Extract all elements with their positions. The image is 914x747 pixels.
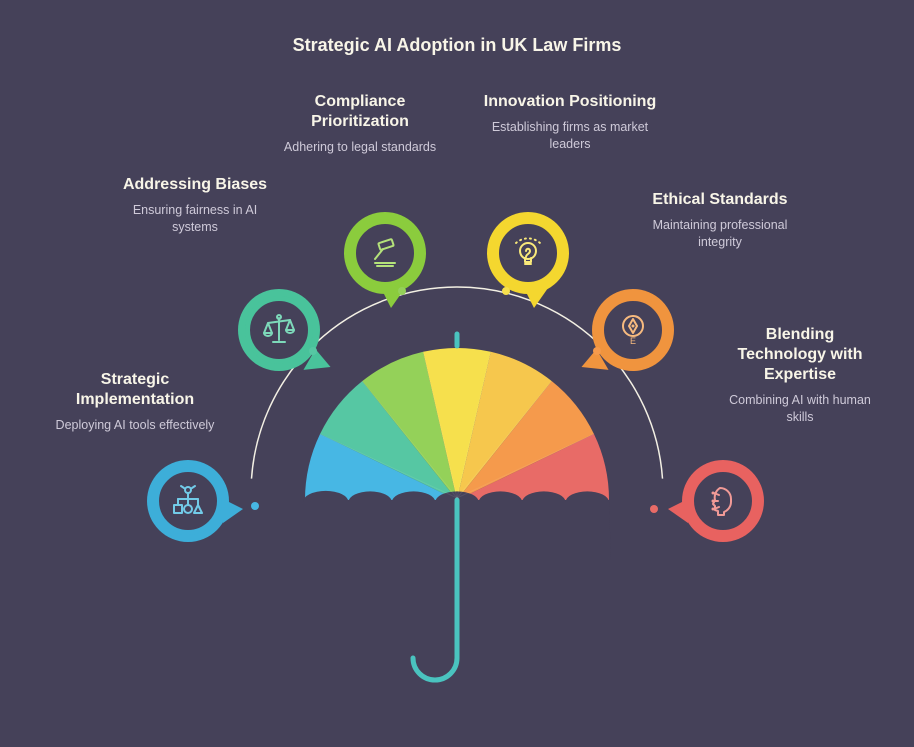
item-title: Strategic Implementation bbox=[55, 370, 215, 410]
item-ethical: Ethical Standards Maintaining professiona… bbox=[640, 190, 800, 251]
item-subtitle: Adhering to legal standards bbox=[270, 139, 450, 156]
bubble-strategic-impl bbox=[147, 460, 229, 542]
item-title: Compliance Prioritization bbox=[270, 92, 450, 132]
item-title: Blending Technology with Expertise bbox=[720, 325, 880, 385]
bubble-addressing-biases bbox=[238, 289, 320, 371]
bubble-innovation bbox=[487, 212, 569, 294]
item-title: Addressing Biases bbox=[115, 175, 275, 195]
item-addressing-biases: Addressing Biases Ensuring fairness in AI… bbox=[115, 175, 275, 236]
arc-dot bbox=[309, 347, 317, 355]
item-title: Innovation Positioning bbox=[475, 92, 665, 112]
item-strategic-impl: Strategic Implementation Deploying AI too… bbox=[55, 370, 215, 434]
arc-dot bbox=[251, 502, 259, 510]
item-subtitle: Establishing firms as market leaders bbox=[475, 119, 665, 153]
bubble-tail bbox=[223, 499, 243, 523]
bubble-tail bbox=[668, 499, 688, 523]
svg-text:E: E bbox=[630, 336, 636, 346]
item-subtitle: Combining AI with human skills bbox=[720, 392, 880, 426]
arc-dot bbox=[398, 287, 406, 295]
bubble-blending bbox=[682, 460, 764, 542]
bubble-ethical: E bbox=[592, 289, 674, 371]
arc-dot bbox=[593, 347, 601, 355]
bubble-compliance bbox=[344, 212, 426, 294]
item-subtitle: Maintaining professional integrity bbox=[640, 217, 800, 251]
item-innovation: Innovation Positioning Establishing firms… bbox=[475, 92, 665, 153]
item-blending: Blending Technology with Expertise Combin… bbox=[720, 325, 880, 426]
item-compliance: Compliance Prioritization Adhering to leg… bbox=[270, 92, 450, 156]
item-subtitle: Ensuring fairness in AI systems bbox=[115, 202, 275, 236]
arc-dot bbox=[502, 287, 510, 295]
arc-dot bbox=[650, 505, 658, 513]
item-title: Ethical Standards bbox=[640, 190, 800, 210]
bubble-tail bbox=[524, 288, 548, 308]
item-subtitle: Deploying AI tools effectively bbox=[55, 417, 215, 434]
